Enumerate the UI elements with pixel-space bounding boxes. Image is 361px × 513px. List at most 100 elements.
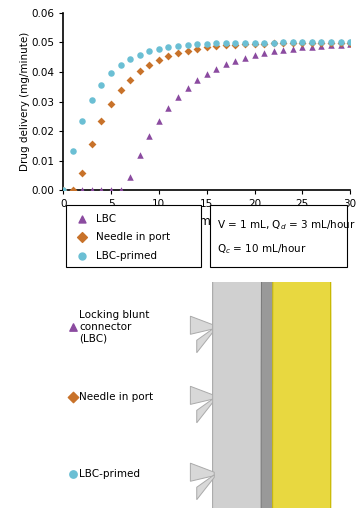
- Point: [271, 38, 277, 47]
- Point: [261, 38, 267, 47]
- Point: [319, 38, 325, 47]
- Point: [347, 38, 353, 47]
- Point: [213, 65, 219, 73]
- Text: LBC: LBC: [96, 214, 116, 224]
- Polygon shape: [197, 475, 214, 500]
- Point: [184, 47, 191, 55]
- Point: [147, 132, 152, 140]
- Point: [118, 186, 123, 194]
- Point: [60, 186, 66, 194]
- Point: [271, 39, 277, 47]
- Point: [70, 323, 75, 331]
- Point: [147, 47, 152, 55]
- Point: [184, 41, 191, 49]
- Point: [252, 51, 257, 59]
- FancyBboxPatch shape: [213, 0, 264, 513]
- Point: [299, 44, 305, 52]
- Text: Locking blunt
connector
(LBC): Locking blunt connector (LBC): [79, 310, 149, 344]
- FancyBboxPatch shape: [261, 93, 277, 513]
- Point: [147, 61, 152, 69]
- Point: [194, 45, 200, 53]
- Point: [137, 67, 143, 75]
- Point: [223, 60, 229, 68]
- Point: [338, 38, 344, 47]
- Point: [60, 186, 66, 194]
- Polygon shape: [190, 386, 214, 404]
- Point: [184, 84, 191, 92]
- Point: [175, 93, 181, 101]
- Point: [232, 56, 238, 65]
- Point: [280, 38, 286, 47]
- Point: [156, 116, 162, 125]
- Text: LBC-primed: LBC-primed: [79, 469, 140, 479]
- Point: [223, 39, 229, 47]
- Text: V = 1 mL, Q$_d$ = 3 mL/hour: V = 1 mL, Q$_d$ = 3 mL/hour: [217, 219, 355, 232]
- Text: Needle in port: Needle in port: [79, 392, 153, 402]
- FancyBboxPatch shape: [261, 240, 277, 513]
- Point: [299, 38, 305, 47]
- Point: [280, 46, 286, 54]
- Point: [79, 186, 85, 194]
- Point: [79, 233, 85, 242]
- FancyBboxPatch shape: [213, 13, 264, 513]
- Point: [70, 146, 76, 154]
- Point: [213, 40, 219, 48]
- Point: [165, 43, 171, 51]
- Y-axis label: Drug delivery (mg/minute): Drug delivery (mg/minute): [20, 32, 30, 171]
- Point: [118, 86, 123, 94]
- Point: [137, 50, 143, 58]
- FancyBboxPatch shape: [66, 205, 201, 267]
- Point: [204, 70, 209, 78]
- Point: [204, 40, 209, 48]
- Polygon shape: [197, 328, 214, 353]
- FancyBboxPatch shape: [261, 163, 277, 513]
- Point: [127, 55, 133, 63]
- Point: [175, 49, 181, 57]
- Point: [165, 52, 171, 60]
- Text: LBC-primed: LBC-primed: [96, 251, 157, 261]
- FancyBboxPatch shape: [273, 130, 331, 513]
- Point: [194, 40, 200, 48]
- Point: [137, 151, 143, 159]
- Point: [204, 43, 209, 51]
- Point: [60, 186, 66, 194]
- Point: [70, 186, 76, 194]
- Text: Needle in port: Needle in port: [96, 232, 170, 242]
- Point: [328, 38, 334, 47]
- Point: [232, 39, 238, 47]
- Point: [89, 140, 95, 148]
- Point: [261, 40, 267, 48]
- Point: [79, 215, 85, 224]
- FancyBboxPatch shape: [209, 205, 347, 267]
- Point: [79, 117, 85, 126]
- Point: [213, 42, 219, 50]
- Point: [271, 47, 277, 55]
- Point: [252, 38, 257, 47]
- Point: [194, 76, 200, 84]
- Point: [290, 38, 296, 47]
- Point: [89, 96, 95, 104]
- Point: [165, 104, 171, 112]
- Point: [70, 186, 76, 194]
- Point: [290, 39, 296, 47]
- Point: [118, 61, 123, 69]
- Point: [79, 169, 85, 177]
- Point: [328, 38, 334, 47]
- Point: [242, 40, 248, 48]
- Polygon shape: [197, 398, 214, 423]
- Point: [156, 45, 162, 53]
- Point: [242, 38, 248, 47]
- FancyBboxPatch shape: [213, 0, 264, 513]
- Point: [156, 56, 162, 64]
- Polygon shape: [190, 316, 214, 334]
- Point: [232, 41, 238, 49]
- Polygon shape: [190, 463, 214, 481]
- Point: [319, 42, 325, 50]
- Point: [309, 43, 315, 51]
- Point: [70, 393, 75, 401]
- Point: [127, 173, 133, 182]
- Point: [347, 41, 353, 49]
- Point: [299, 38, 305, 47]
- Point: [99, 117, 104, 126]
- Text: Q$_c$ = 10 mL/hour: Q$_c$ = 10 mL/hour: [217, 242, 306, 256]
